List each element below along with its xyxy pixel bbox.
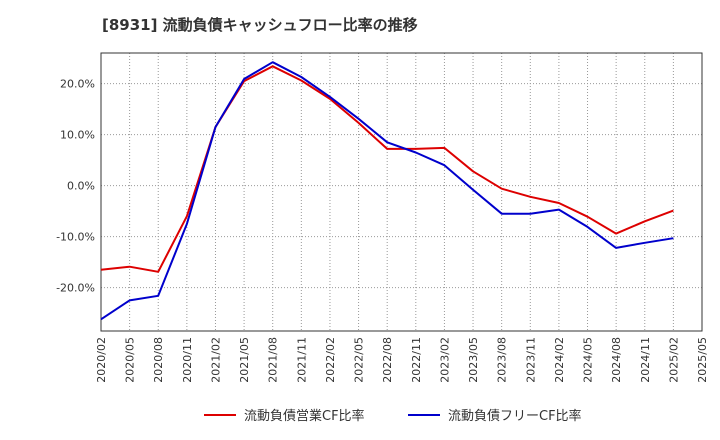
y-tick-label: 0.0% xyxy=(67,180,95,193)
y-axis-ticks: 20.0% 10.0% 0.0% -10.0% -20.0% xyxy=(56,78,95,295)
y-tick-label: 20.0% xyxy=(60,78,95,91)
x-tick-label: 2024/11 xyxy=(639,337,652,383)
x-tick-label: 2023/08 xyxy=(496,337,509,383)
x-tick-label: 2021/02 xyxy=(209,337,222,383)
x-tick-label: 2022/02 xyxy=(324,337,337,383)
plot-frame xyxy=(100,52,703,332)
x-tick-label: 2025/02 xyxy=(667,337,680,383)
x-tick-label: 2023/05 xyxy=(467,337,480,383)
x-tick-label: 2023/02 xyxy=(438,337,451,383)
plot-background xyxy=(101,53,702,331)
x-tick-label: 2024/05 xyxy=(582,337,595,383)
y-tick-label: -10.0% xyxy=(56,231,95,244)
series-layer xyxy=(100,61,674,321)
x-tick-label: 2021/11 xyxy=(295,337,308,383)
x-tick-label: 2022/08 xyxy=(381,337,394,383)
series-line-1 xyxy=(100,65,674,273)
x-tick-label: 2022/11 xyxy=(410,337,423,383)
legend-label-2: 流動負債フリーCF比率 xyxy=(448,408,582,424)
x-tick-label: 2021/08 xyxy=(267,337,280,383)
legend: 流動負債営業CF比率 流動負債フリーCF比率 xyxy=(204,408,582,424)
x-tick-label: 2020/05 xyxy=(124,337,137,383)
x-tick-label: 2025/05 xyxy=(696,337,709,383)
x-axis-ticks: 2020/02 2020/05 2020/08 2020/11 2021/02 2021/… xyxy=(95,337,709,383)
y-tick-label: -20.0% xyxy=(56,282,95,295)
x-tick-label: 2022/05 xyxy=(353,337,366,383)
legend-label-1: 流動負債営業CF比率 xyxy=(244,408,365,424)
x-tick-label: 2021/05 xyxy=(238,337,251,383)
x-tick-label: 2020/02 xyxy=(95,337,108,383)
x-tick-label: 2020/08 xyxy=(152,337,165,383)
y-tick-label: 10.0% xyxy=(60,129,95,142)
x-tick-label: 2020/11 xyxy=(181,337,194,383)
x-tick-label: 2024/02 xyxy=(553,337,566,383)
chart-title: [8931] 流動負債キャッシュフロー比率の推移 xyxy=(102,16,418,34)
x-tick-label: 2024/08 xyxy=(610,337,623,383)
x-tick-label: 2023/11 xyxy=(524,337,537,383)
series-line-2 xyxy=(100,61,674,321)
grid-layer xyxy=(101,53,702,331)
